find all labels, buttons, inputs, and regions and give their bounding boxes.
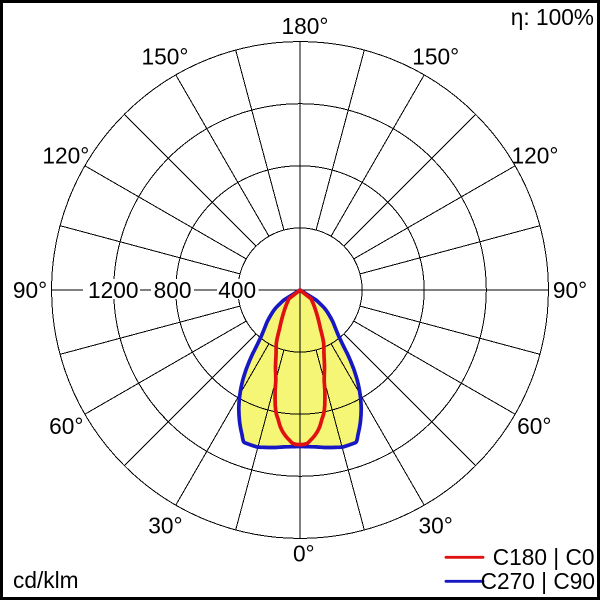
svg-text:C180 | C0: C180 | C0: [493, 544, 595, 570]
svg-text:150°: 150°: [142, 43, 189, 69]
svg-text:120°: 120°: [512, 142, 559, 168]
svg-text:C270 | C90: C270 | C90: [481, 568, 595, 594]
svg-text:30°: 30°: [148, 513, 182, 539]
svg-text:1200: 1200: [88, 277, 138, 303]
svg-text:180°: 180°: [282, 13, 329, 39]
svg-text:120°: 120°: [42, 142, 89, 168]
svg-text:cd/klm: cd/klm: [13, 567, 79, 593]
svg-text:800: 800: [154, 277, 192, 303]
svg-text:90°: 90°: [553, 277, 587, 303]
svg-text:400: 400: [218, 277, 256, 303]
svg-text:90°: 90°: [13, 277, 47, 303]
svg-text:30°: 30°: [419, 513, 453, 539]
svg-text:150°: 150°: [412, 43, 459, 69]
svg-text:60°: 60°: [517, 413, 551, 439]
svg-text:0°: 0°: [293, 541, 315, 567]
svg-text:60°: 60°: [49, 413, 83, 439]
svg-text:η: 100%: η: 100%: [511, 4, 594, 30]
